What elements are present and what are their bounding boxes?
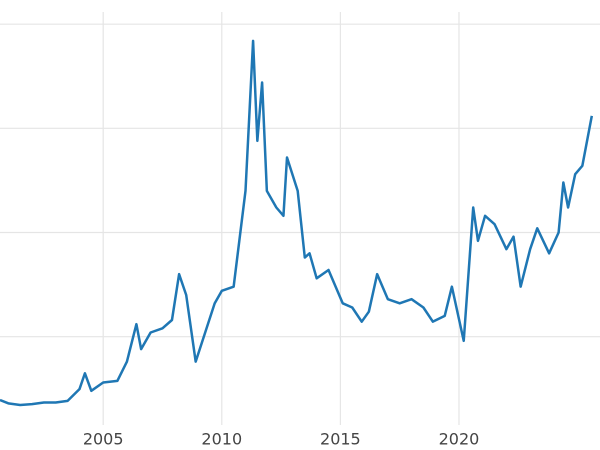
- x-tick-label: 2010: [201, 430, 242, 449]
- x-tick-label: 2015: [320, 430, 361, 449]
- price-line: [0, 39, 594, 407]
- x-tick-label: 2020: [439, 430, 480, 449]
- x-tick-label: 2005: [83, 430, 124, 449]
